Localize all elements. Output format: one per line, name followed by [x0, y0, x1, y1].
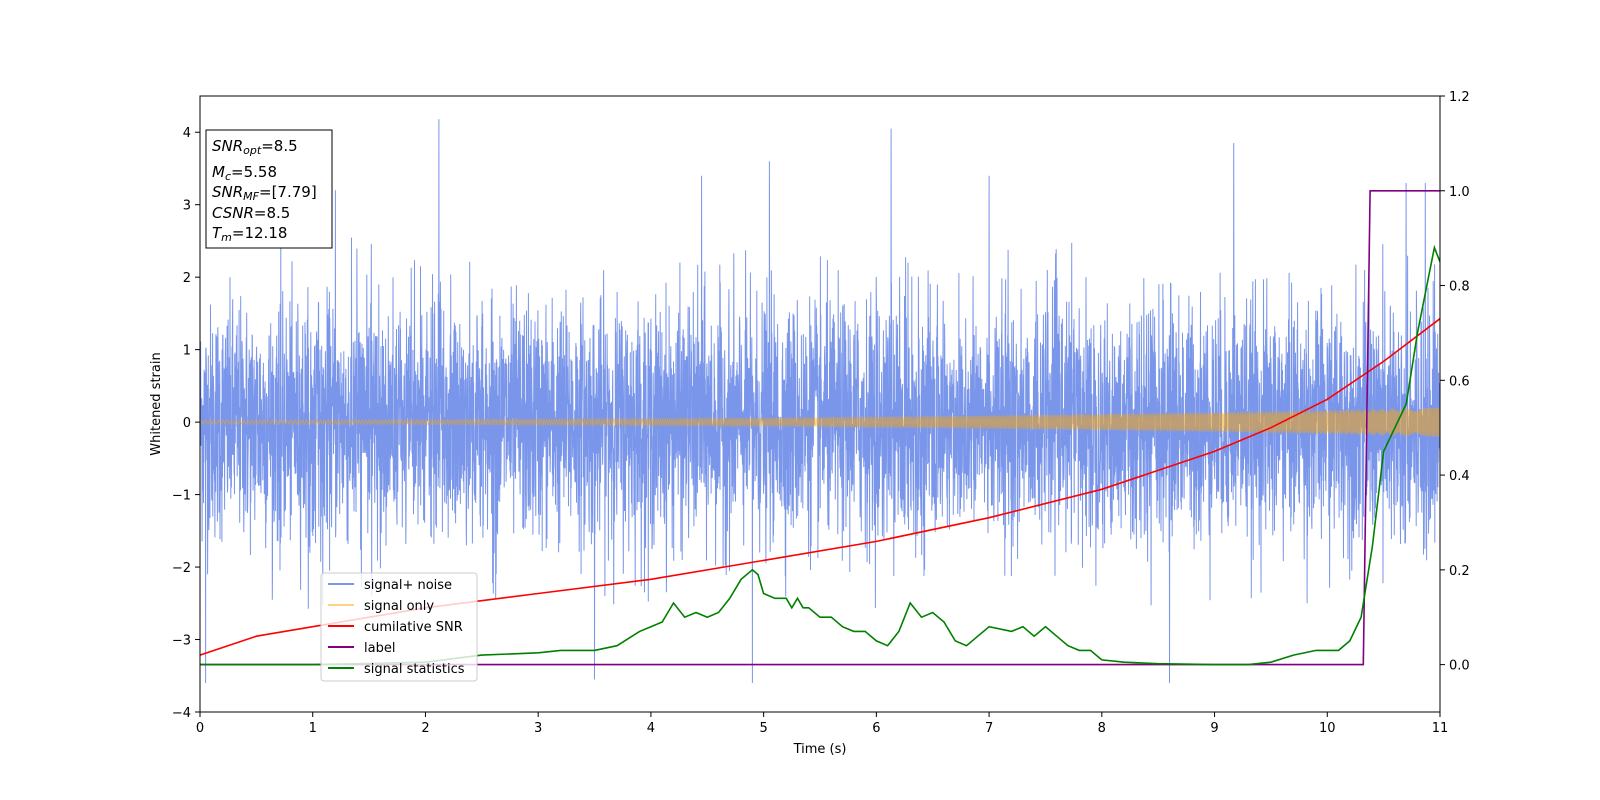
y-tick-label: −1	[172, 489, 191, 504]
y-tick-label: −2	[172, 561, 191, 576]
series-signal-only	[200, 407, 1440, 437]
y2-tick-label: 0.8	[1449, 280, 1470, 295]
legend-label-signal-only: signal only	[364, 599, 434, 614]
x-tick-label: 9	[1210, 721, 1218, 736]
y2-tick-label: 0.6	[1449, 374, 1470, 389]
series-label	[200, 190, 1440, 666]
y-tick-label: 2	[183, 271, 191, 286]
x-tick-label: 8	[1098, 721, 1106, 736]
y2-tick-label: 1.2	[1449, 90, 1470, 105]
info-snr-opt: SNRopt=8.5	[212, 137, 298, 157]
legend-frame	[320, 572, 478, 682]
x-tick-label: 4	[647, 721, 655, 736]
y2-tick-label: 0.4	[1449, 469, 1470, 484]
y-tick-label: 4	[183, 126, 191, 141]
legend-label-signal-statistics: signal statistics	[364, 662, 465, 677]
y2-tick-label: 0.0	[1449, 659, 1470, 674]
y-tick-label: 3	[183, 199, 191, 214]
y-tick-label: −4	[172, 706, 191, 721]
info-box: SNRopt=8.5 Mc=5.58 SNRMF=[7.79] CSNR=8.5…	[205, 129, 333, 249]
y-tick-label: 0	[183, 416, 191, 431]
legend-label-cumulative-snr: cumilative SNR	[364, 620, 463, 635]
legend-label-label: label	[364, 641, 395, 656]
plot-frame	[199, 95, 1441, 713]
x-tick-label: 10	[1319, 721, 1336, 736]
info-snr-mf: SNRMF=[7.79]	[212, 183, 317, 203]
x-tick-label: 0	[196, 721, 204, 736]
legend-label-signal-noise: signal+ noise	[364, 578, 452, 593]
x-tick-label: 2	[421, 721, 429, 736]
y2-tick-label: 1.0	[1449, 185, 1470, 200]
series-signal-statistics	[200, 244, 1440, 666]
y-axis-label: Whitened strain	[149, 352, 164, 455]
info-csnr: CSNR=8.5	[212, 204, 290, 222]
x-axis: 0 1 2 3 4 5 6 7 8 9 10 11	[196, 712, 1448, 736]
x-tick-label: 6	[872, 721, 880, 736]
info-box-frame	[205, 129, 333, 249]
y2-tick-label: 0.2	[1449, 564, 1470, 579]
y-axis-left: −4 −3 −2 −1 0 1 2 3 4	[172, 126, 200, 721]
x-tick-label: 7	[985, 721, 993, 736]
x-tick-label: 5	[759, 721, 767, 736]
x-tick-label: 3	[534, 721, 542, 736]
info-tm: Tm=12.18	[212, 224, 287, 244]
y-tick-label: 1	[183, 344, 191, 359]
legend: signal+ noise signal only cumilative SNR…	[320, 572, 478, 682]
x-tick-label: 11	[1432, 721, 1449, 736]
y-axis-right: 0.0 0.2 0.4 0.6 0.8 1.0 1.2	[1440, 90, 1470, 674]
y-tick-label: −3	[172, 634, 191, 649]
info-mc: Mc=5.58	[212, 163, 277, 183]
x-tick-label: 1	[309, 721, 317, 736]
x-axis-label: Time (s)	[793, 742, 847, 757]
